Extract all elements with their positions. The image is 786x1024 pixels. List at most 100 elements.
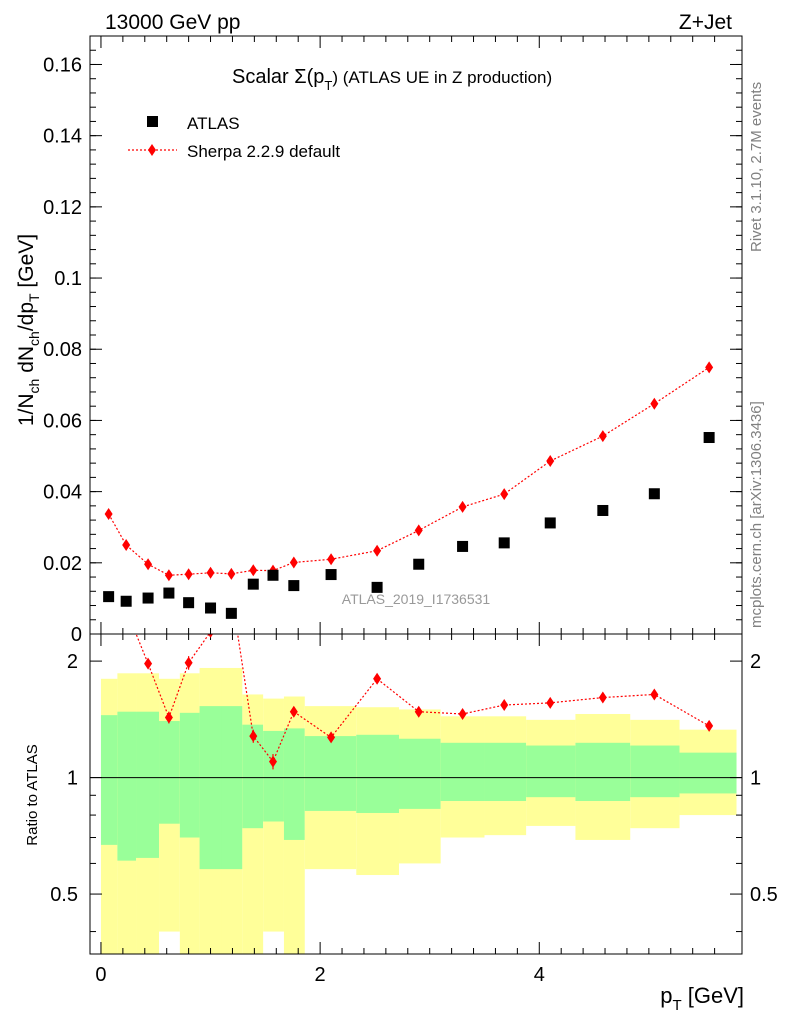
atlas-point	[225, 607, 237, 619]
band-1sigma	[100, 715, 118, 845]
band-1sigma	[159, 721, 180, 824]
analysis-watermark: ATLAS_2019_I1736531	[342, 591, 491, 607]
ratio-ytick-label-right: 0.5	[750, 884, 778, 906]
atlas-point	[267, 569, 279, 581]
band-1sigma	[263, 730, 284, 822]
sherpa-point	[249, 564, 258, 577]
chart-title-subscript: T	[324, 78, 332, 93]
ratio-sherpa-point	[164, 711, 173, 724]
legend-marker-sherpa	[148, 144, 156, 156]
ratio-sherpa-point	[207, 634, 214, 638]
atlas-point	[498, 537, 510, 549]
band-1sigma	[399, 738, 441, 809]
sherpa-point	[164, 569, 173, 582]
band-1sigma	[179, 712, 200, 838]
ratio-ytick-label-right: 2	[750, 651, 761, 673]
ratio-ytick-label: 0.5	[50, 884, 78, 906]
sherpa-point	[227, 567, 236, 580]
ratio-sherpa-point	[184, 656, 193, 669]
ratio-uncertainty-bands	[100, 667, 737, 954]
sherpa-point	[144, 558, 153, 571]
sherpa-point	[650, 397, 659, 410]
sherpa-point	[705, 361, 714, 374]
atlas-point	[120, 595, 132, 607]
ratio-sherpa-point	[327, 731, 336, 744]
main-ytick-label: 0.06	[43, 410, 82, 432]
xtick-label: 4	[534, 964, 545, 986]
ratio-sherpa-point	[289, 705, 298, 718]
chart-title: Scalar Σ(pT) (ATLAS UE in Z production)	[232, 66, 552, 93]
atlas-point	[142, 592, 154, 604]
atlas-point	[413, 558, 425, 570]
ratio-ytick-label: 2	[67, 651, 78, 673]
ratio-sherpa-point	[650, 688, 659, 701]
sherpa-point	[546, 455, 555, 468]
band-1sigma	[242, 724, 264, 829]
ratio-ytick-label-right: 1	[750, 768, 761, 790]
main-axis-ticks: 0 0.02 0.04 0.06 0.08 0.1 0.12 0.14 0.16	[43, 35, 742, 646]
main-ytick-label: 0.14	[43, 126, 82, 148]
ratio-sherpa-point	[500, 699, 509, 712]
atlas-point	[648, 488, 660, 500]
atlas-point	[205, 602, 217, 614]
xtick-label: 2	[315, 964, 326, 986]
main-ytick-label: 0.08	[43, 339, 82, 361]
ratio-ytick-label: 1	[67, 768, 78, 790]
ratio-sherpa-point	[546, 696, 555, 709]
band-1sigma	[526, 745, 576, 798]
ratio-axis-ticks: 0.5 0.5 1 1 2 2 0 2 4	[50, 634, 778, 986]
sherpa-point	[458, 500, 467, 513]
band-1sigma	[630, 745, 680, 798]
header-process-label: Z+Jet	[679, 11, 732, 34]
ratio-frame	[89, 633, 743, 955]
band-1sigma	[679, 752, 737, 794]
sherpa-line	[108, 366, 710, 576]
ratio-sherpa-point	[598, 691, 607, 704]
atlas-point	[371, 581, 383, 593]
xtick-label: 0	[95, 964, 106, 986]
band-1sigma	[117, 711, 137, 861]
atlas-point	[703, 432, 715, 444]
atlas-point	[183, 597, 195, 609]
ratio-sherpa-point	[705, 719, 714, 732]
sherpa-point	[373, 544, 382, 557]
atlas-point	[597, 504, 609, 516]
sherpa-point	[122, 539, 131, 552]
chart-title-rest: ) (ATLAS UE in Z production)	[332, 68, 552, 87]
band-1sigma	[199, 706, 222, 870]
ratio-sherpa-point	[249, 730, 258, 743]
ratio-ylabel: Ratio to ATLAS	[24, 744, 41, 845]
band-1sigma	[356, 734, 400, 813]
atlas-point	[457, 540, 469, 552]
side-label-rivet: Rivet 3.1.10, 2.7M events	[748, 82, 765, 252]
main-ytick-label: 0.16	[43, 54, 82, 76]
main-series-layer	[103, 361, 715, 619]
main-ytick-label: 0.04	[43, 482, 82, 504]
band-1sigma	[575, 742, 631, 801]
ratio-sherpa-point	[105, 576, 113, 588]
side-label-mcplots: mcplots.cern.ch [arXiv:1306.3436]	[748, 401, 765, 628]
sherpa-point	[414, 524, 423, 537]
atlas-point	[103, 591, 115, 603]
sherpa-point	[598, 430, 607, 443]
legend-marker-atlas	[147, 116, 158, 127]
ratio-sherpa-point	[458, 707, 467, 720]
ratio-sherpa-point	[414, 705, 423, 718]
legend: ATLAS Sherpa 2.2.9 default	[128, 114, 340, 161]
atlas-point	[247, 578, 259, 590]
main-ytick-label: 0.12	[43, 197, 82, 219]
ratio-sherpa-point	[373, 672, 382, 685]
header-energy-label: 13000 GeV pp	[105, 11, 240, 34]
band-1sigma	[283, 728, 305, 840]
main-ytick-label: 0.1	[54, 268, 82, 290]
band-1sigma	[440, 742, 485, 801]
band-1sigma	[221, 706, 243, 870]
ratio-sherpa-point	[144, 657, 153, 670]
main-ytick-label: 0	[71, 624, 82, 646]
legend-label-atlas: ATLAS	[187, 114, 240, 133]
atlas-point	[325, 569, 337, 581]
ratio-sherpa-point	[227, 587, 235, 599]
band-1sigma	[484, 742, 527, 801]
sherpa-point	[500, 488, 509, 501]
